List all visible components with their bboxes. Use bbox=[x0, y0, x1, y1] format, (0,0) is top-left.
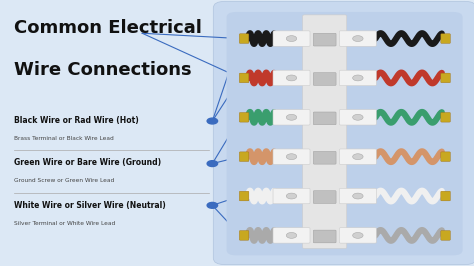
Circle shape bbox=[353, 232, 363, 238]
Text: Wire Connections: Wire Connections bbox=[14, 61, 192, 79]
FancyBboxPatch shape bbox=[441, 73, 450, 83]
Circle shape bbox=[353, 36, 363, 41]
FancyBboxPatch shape bbox=[227, 12, 463, 255]
FancyBboxPatch shape bbox=[239, 231, 249, 240]
FancyBboxPatch shape bbox=[339, 228, 376, 243]
Circle shape bbox=[353, 193, 363, 199]
FancyBboxPatch shape bbox=[239, 152, 249, 161]
FancyBboxPatch shape bbox=[313, 112, 336, 125]
Circle shape bbox=[353, 75, 363, 81]
Circle shape bbox=[207, 118, 218, 124]
Text: Brass Terminal or Black Wire Lead: Brass Terminal or Black Wire Lead bbox=[14, 136, 114, 141]
FancyBboxPatch shape bbox=[303, 15, 346, 248]
FancyBboxPatch shape bbox=[239, 34, 249, 43]
Text: Black Wire or Rad Wire (Hot): Black Wire or Rad Wire (Hot) bbox=[14, 116, 139, 125]
Circle shape bbox=[286, 154, 297, 160]
Circle shape bbox=[353, 154, 363, 160]
FancyBboxPatch shape bbox=[339, 70, 376, 86]
FancyBboxPatch shape bbox=[441, 152, 450, 161]
Text: Silver Terminal or White Wire Lead: Silver Terminal or White Wire Lead bbox=[14, 221, 116, 226]
FancyBboxPatch shape bbox=[213, 1, 474, 265]
Circle shape bbox=[207, 161, 218, 167]
FancyBboxPatch shape bbox=[441, 231, 450, 240]
FancyBboxPatch shape bbox=[441, 191, 450, 201]
Text: White Wire or Silver Wire (Neutral): White Wire or Silver Wire (Neutral) bbox=[14, 201, 166, 210]
Circle shape bbox=[286, 36, 297, 41]
FancyBboxPatch shape bbox=[313, 73, 336, 85]
FancyBboxPatch shape bbox=[441, 113, 450, 122]
FancyBboxPatch shape bbox=[313, 151, 336, 164]
FancyBboxPatch shape bbox=[273, 228, 310, 243]
FancyBboxPatch shape bbox=[239, 191, 249, 201]
Circle shape bbox=[286, 193, 297, 199]
Circle shape bbox=[286, 114, 297, 120]
FancyBboxPatch shape bbox=[313, 230, 336, 243]
FancyBboxPatch shape bbox=[273, 188, 310, 204]
FancyBboxPatch shape bbox=[339, 188, 376, 204]
Circle shape bbox=[286, 232, 297, 238]
FancyBboxPatch shape bbox=[273, 31, 310, 46]
Circle shape bbox=[286, 75, 297, 81]
Circle shape bbox=[353, 114, 363, 120]
FancyBboxPatch shape bbox=[239, 73, 249, 83]
FancyBboxPatch shape bbox=[273, 149, 310, 164]
FancyBboxPatch shape bbox=[313, 191, 336, 203]
FancyBboxPatch shape bbox=[441, 34, 450, 43]
FancyBboxPatch shape bbox=[239, 113, 249, 122]
Text: Green Wire or Bare Wire (Ground): Green Wire or Bare Wire (Ground) bbox=[14, 158, 161, 167]
Text: Ground Screw or Green Wire Lead: Ground Screw or Green Wire Lead bbox=[14, 178, 114, 183]
FancyBboxPatch shape bbox=[313, 33, 336, 46]
Circle shape bbox=[207, 202, 218, 208]
FancyBboxPatch shape bbox=[273, 70, 310, 86]
FancyBboxPatch shape bbox=[273, 110, 310, 125]
FancyBboxPatch shape bbox=[339, 31, 376, 46]
FancyBboxPatch shape bbox=[339, 110, 376, 125]
Text: Common Electrical: Common Electrical bbox=[14, 19, 202, 37]
FancyBboxPatch shape bbox=[339, 149, 376, 164]
